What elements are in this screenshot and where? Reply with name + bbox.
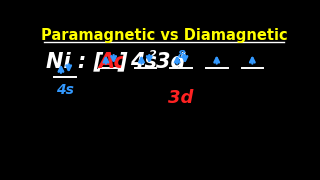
Text: 3d: 3d <box>156 52 186 72</box>
Text: 2: 2 <box>148 50 156 60</box>
Text: Ac: Ac <box>98 52 126 72</box>
Text: ]: ] <box>117 52 127 72</box>
Text: 3d: 3d <box>168 89 194 107</box>
Text: Ni : [: Ni : [ <box>46 52 103 72</box>
Text: Paramagnetic vs Diamagnetic: Paramagnetic vs Diamagnetic <box>41 28 287 43</box>
Text: 4s: 4s <box>130 52 157 72</box>
Text: 8: 8 <box>178 50 186 60</box>
Text: 4s: 4s <box>56 83 74 97</box>
